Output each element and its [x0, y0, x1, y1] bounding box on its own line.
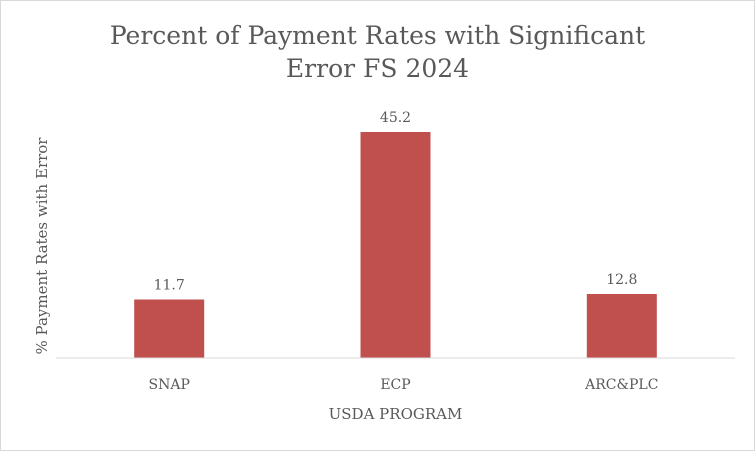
y-axis-title: % Payment Rates with Error: [33, 137, 51, 355]
bar-snap: [134, 299, 205, 358]
x-axis-title: USDA PROGRAM: [329, 405, 463, 423]
labels-layer: 11.7 SNAP 45.2 ECP 12.8 ARC&PLC: [149, 110, 659, 393]
bar-ecp: [360, 132, 431, 358]
x-tick-label: ECP: [380, 377, 410, 393]
data-label: 12.8: [606, 272, 637, 288]
bars-layer: [134, 132, 657, 358]
data-label: 45.2: [380, 110, 411, 126]
bar-arc-plc: [586, 294, 657, 358]
data-label: 11.7: [154, 278, 185, 294]
x-tick-label: ARC&PLC: [584, 377, 658, 393]
x-tick-label: SNAP: [149, 377, 190, 393]
chart-title: Percent of Payment Rates with Significan…: [109, 21, 646, 83]
